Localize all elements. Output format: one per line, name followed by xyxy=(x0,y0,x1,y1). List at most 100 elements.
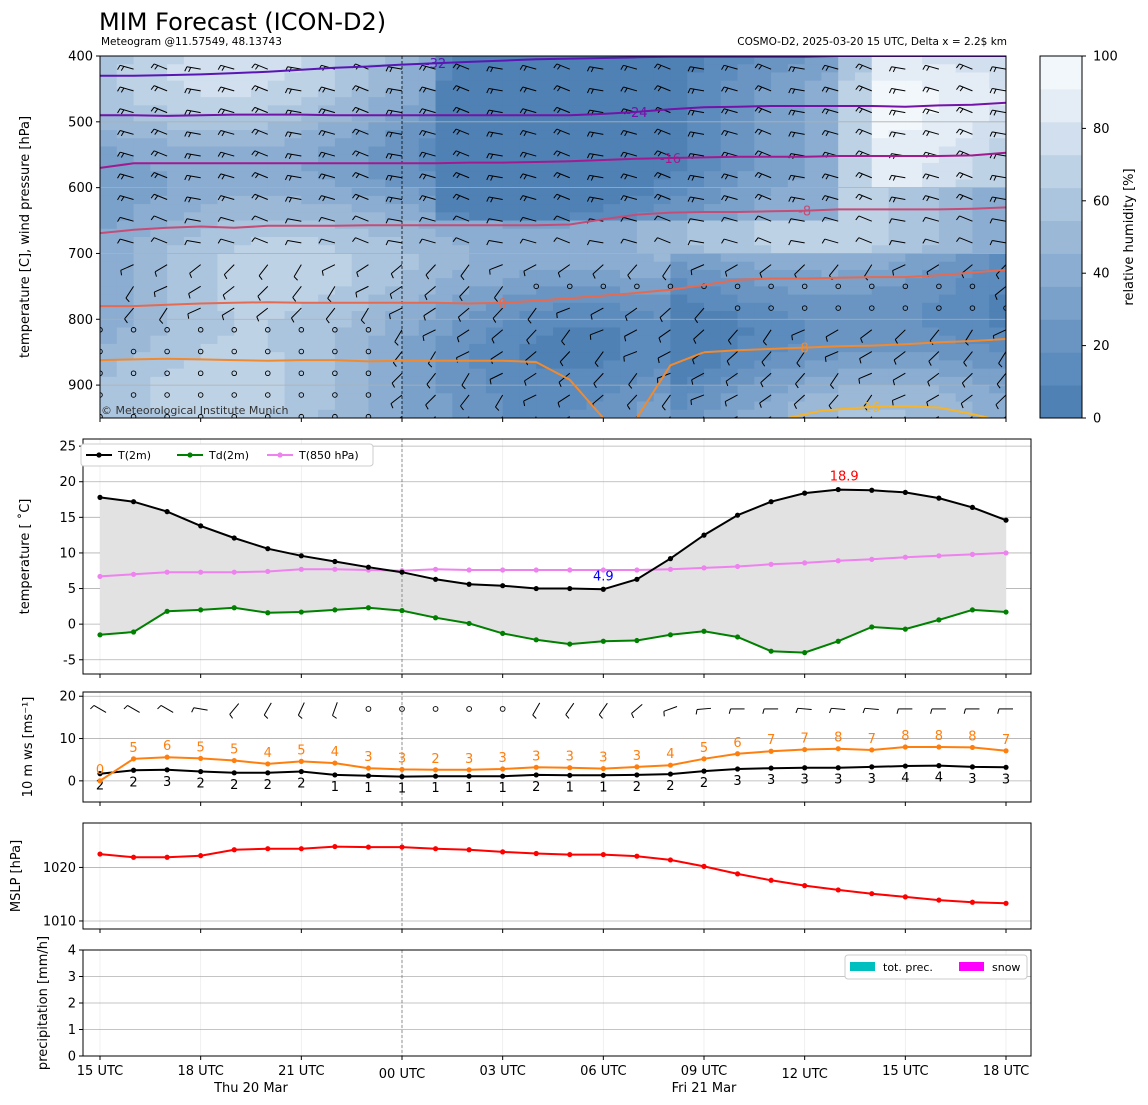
rh-cell xyxy=(385,343,403,353)
rh-cell xyxy=(301,368,319,378)
rh-cell xyxy=(737,72,755,82)
rh-cell xyxy=(301,105,319,115)
rh-cell xyxy=(821,261,839,271)
rh-cell xyxy=(720,352,739,362)
rh-cell xyxy=(133,130,151,139)
calm-marker xyxy=(936,305,942,311)
wind-barb-feather xyxy=(590,88,594,94)
wind-barb xyxy=(589,174,604,179)
rh-cell xyxy=(183,335,202,345)
wind-barb-feather xyxy=(157,705,162,710)
rh-cell xyxy=(855,278,873,287)
wind-barb-feather xyxy=(150,237,155,242)
rh-cell xyxy=(636,294,655,304)
rh-cell xyxy=(418,311,437,320)
wind-barb xyxy=(858,172,872,179)
wind-barb xyxy=(925,195,940,200)
rh-cell xyxy=(267,376,286,386)
rh-cell xyxy=(167,278,185,287)
rh-cell xyxy=(217,286,235,296)
wind-value-label: 1 xyxy=(566,780,574,795)
rh-cell xyxy=(704,253,722,263)
rh-cell xyxy=(636,335,655,345)
rh-cell xyxy=(855,368,873,378)
rh-cell xyxy=(620,360,638,370)
wind-barb xyxy=(458,307,470,318)
calm-marker xyxy=(600,283,607,290)
rh-cell xyxy=(234,179,252,189)
rh-cell xyxy=(704,179,722,189)
rh-cell xyxy=(133,204,151,213)
wind-barb xyxy=(455,150,470,157)
wind-barb-feather xyxy=(590,67,594,73)
wind-barb xyxy=(495,394,504,408)
rh-cell xyxy=(536,368,554,378)
wind-barb-feather xyxy=(184,196,188,202)
rh-cell xyxy=(972,385,990,394)
rh-cell xyxy=(435,195,453,205)
rh-cell xyxy=(100,245,118,255)
wind-barb-feather xyxy=(419,151,423,157)
day-label: Fri 21 Mar xyxy=(672,1081,737,1096)
rh-cell xyxy=(452,212,470,222)
rh-cell xyxy=(905,195,923,205)
rh-cell xyxy=(385,88,403,98)
rh-cell xyxy=(636,171,655,181)
rh-cell xyxy=(133,278,151,287)
wind-barb-feather xyxy=(191,707,195,713)
rh-cell xyxy=(922,393,940,403)
wind-barb-feather xyxy=(691,88,695,94)
rh-cell xyxy=(871,113,890,123)
wind-barb-feather xyxy=(959,130,964,135)
wind-barb-feather xyxy=(758,130,763,135)
mslp-ytick-label: 1010 xyxy=(43,914,76,929)
wind-barb-feather xyxy=(792,197,796,203)
rh-cell xyxy=(452,245,470,255)
rh-cell xyxy=(720,220,739,230)
wind-barb xyxy=(894,329,906,340)
wind-barb-feather xyxy=(223,274,228,280)
colorbar-segment xyxy=(1040,319,1082,353)
rh-cell xyxy=(955,56,974,65)
rh-cell xyxy=(200,319,219,329)
wind-barb xyxy=(624,329,638,337)
wind-data-point xyxy=(902,744,908,750)
rh-cell xyxy=(787,195,806,205)
wind-barb xyxy=(220,108,235,114)
wind-barb-feather xyxy=(590,154,594,160)
rh-cell xyxy=(989,105,1006,115)
data-point-T(850 hPa) xyxy=(869,556,875,562)
wind-barb-feather xyxy=(828,405,833,410)
rh-cell xyxy=(200,56,219,65)
rh-cell xyxy=(452,88,470,98)
rh-cell xyxy=(636,146,655,156)
rh-cell xyxy=(838,335,856,345)
data-point-T(850 hPa) xyxy=(97,573,103,580)
wind-data-point xyxy=(399,774,405,780)
wind-barb xyxy=(831,707,846,711)
wind-barb-feather xyxy=(891,400,894,406)
rh-cell xyxy=(217,162,235,172)
wind-barb-feather xyxy=(598,714,603,719)
rh-cell xyxy=(938,64,957,74)
rh-cell xyxy=(855,80,873,90)
wind-barb-feather xyxy=(288,88,292,94)
rh-cell xyxy=(653,253,672,263)
rh-cell xyxy=(536,327,554,337)
wind-barb-feather xyxy=(892,197,896,203)
rh-cell xyxy=(267,97,286,106)
wind-barb-feather xyxy=(389,197,393,203)
wind-barb xyxy=(321,86,336,92)
wind-barb xyxy=(254,237,268,244)
rh-cell xyxy=(133,286,151,296)
wind-barb xyxy=(119,64,134,70)
rh-cell xyxy=(452,269,470,279)
rh-cell xyxy=(569,113,588,123)
rh-cell xyxy=(167,302,185,312)
rh-cell xyxy=(116,409,135,418)
data-point-T(2m) xyxy=(365,564,372,570)
data-point-T(2m) xyxy=(835,486,841,493)
rh-cell xyxy=(653,385,672,394)
wind-barb-feather xyxy=(993,67,997,73)
rh-cell xyxy=(536,294,554,304)
